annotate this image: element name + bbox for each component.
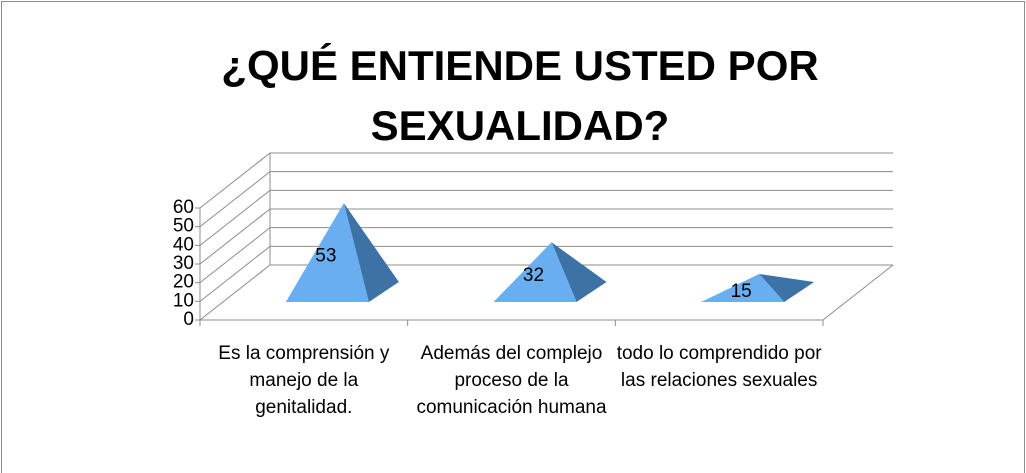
pyramid-front [493,242,577,302]
data-label: 32 [523,265,544,286]
y-tick-label: 30 [173,253,194,274]
data-label: 15 [731,281,752,302]
pyramid-side [759,274,815,302]
y-tick-label: 0 [183,309,194,330]
floor-right [822,264,894,321]
grid-line [199,152,893,209]
pyramid-front [701,274,785,302]
y-tick-label: 50 [173,216,194,237]
pyramid-front [285,203,369,302]
grid-line [199,171,893,228]
y-tick-label: 20 [173,272,194,293]
pyramid-side [551,242,607,302]
grid-line [199,227,893,284]
pyramid-side [343,203,399,302]
x-tick-label: Además del complejo proceso de la comuni… [416,343,607,418]
y-tick-label: 10 [173,290,194,311]
grid-line [199,264,893,321]
chart-title: ¿QUÉ ENTIENDE USTED POR SEXUALIDAD? [221,42,819,149]
grid-line [199,189,893,246]
x-tick-label: todo lo comprendido por las relaciones s… [616,343,822,391]
grid-line [199,245,893,302]
data-label: 53 [315,246,336,267]
y-tick-label: 40 [173,234,194,255]
y-tick-label: 60 [173,197,194,218]
x-tick-label: Es la comprensión y manejo de la genital… [218,343,390,418]
grid-line [199,208,893,265]
